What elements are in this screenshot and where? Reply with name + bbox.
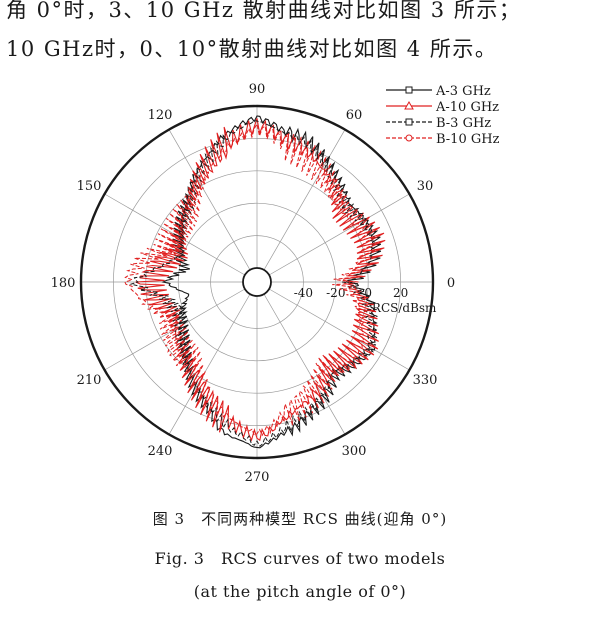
- angle-tick-label: 0: [447, 276, 455, 291]
- radial-tick-label: 20: [393, 286, 408, 300]
- angle-tick-label: 60: [346, 108, 363, 123]
- angle-tick-label: 30: [417, 179, 434, 194]
- angle-tick-labels: 0 30 60 90 120 150 180 210 240 270 300 330: [51, 82, 456, 485]
- polar-rcs-chart: 0 30 60 90 120 150 180 210 240 270 300 330 -40 -20 0 2…: [51, 82, 500, 485]
- angle-tick-label: 180: [51, 276, 76, 291]
- series-layer: [124, 115, 386, 449]
- body-text-line-1: 角 0°时，3、10 GHz 散射曲线对比如图 3 所示；: [6, 0, 522, 22]
- body-text-line-2: 10 GHz时，0、10°散射曲线对比如图 4 所示。: [6, 37, 498, 61]
- angle-tick-label: 240: [148, 444, 173, 459]
- radial-tick-label: 0: [364, 286, 372, 300]
- legend-marker: [405, 86, 413, 94]
- figure-caption-cn: 图 3 不同两种模型 RCS 曲线(迎角 0°): [152, 510, 448, 528]
- grid-spoke: [263, 129, 346, 271]
- radial-axis-label: RCS/dBsm: [372, 301, 437, 315]
- legend-label: B-10 GHz: [436, 132, 500, 147]
- legend-label: A-3 GHz: [435, 84, 491, 99]
- grid-spoke: [268, 193, 410, 276]
- outer-ring: [79, 104, 435, 460]
- radial-tick-label: -20: [326, 286, 345, 300]
- angle-tick-label: 150: [77, 179, 102, 194]
- angle-tick-label: 90: [249, 82, 266, 97]
- angle-tick-label: 210: [77, 373, 102, 388]
- angle-tick-label: 300: [342, 444, 367, 459]
- legend-marker: [405, 118, 413, 126]
- angle-tick-label: 120: [148, 108, 173, 123]
- center-hole: [242, 267, 272, 297]
- series-line-b-3-ghz: [129, 120, 378, 447]
- series-line-a-3-ghz: [161, 115, 382, 449]
- grid-spoke: [104, 288, 246, 371]
- legend-label: B-3 GHz: [436, 116, 491, 131]
- radial-tick-label: -40: [294, 286, 313, 300]
- grid-spoke: [263, 293, 346, 435]
- figure-caption-en-2: (at the pitch angle of 0°): [193, 582, 407, 601]
- figure-caption-en: Fig. 3 RCS curves of two models: [154, 549, 446, 568]
- series-line-a-10-ghz: [135, 118, 386, 442]
- legend-marker: [404, 100, 414, 110]
- legend-marker: [405, 134, 413, 142]
- grid-spoke: [268, 288, 410, 371]
- polar-grid: [81, 106, 433, 458]
- angle-tick-label: 270: [245, 470, 270, 485]
- grid-spoke: [168, 293, 251, 435]
- angle-tick-label: 330: [413, 373, 438, 388]
- grid-spoke: [168, 129, 251, 271]
- legend-label: A-10 GHz: [435, 100, 499, 115]
